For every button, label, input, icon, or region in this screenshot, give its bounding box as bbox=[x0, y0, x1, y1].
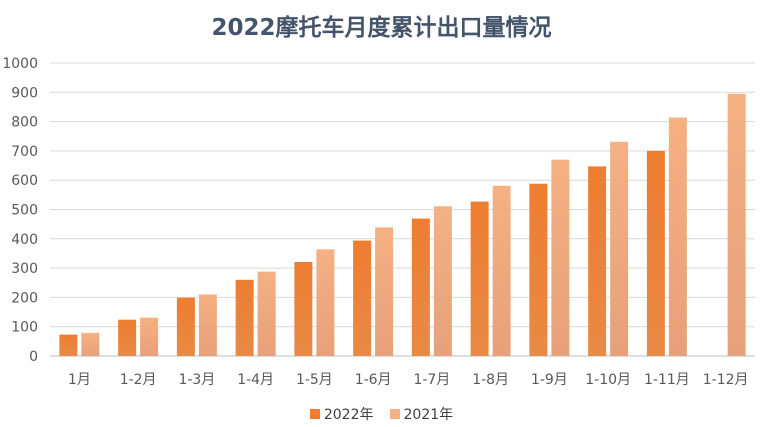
plot-area: 0 100 200 300 400 500 600 700 800 900 1000 1月 1-2月 1-… bbox=[2, 56, 755, 388]
bar-series-2022 bbox=[294, 261, 313, 356]
x-tick-label: 1-7月 bbox=[413, 372, 450, 388]
bar-series-2021 bbox=[375, 227, 394, 356]
legend-swatch bbox=[389, 409, 400, 419]
y-tick-label: 100 bbox=[11, 320, 38, 336]
bar-series-2022 bbox=[118, 319, 137, 356]
bar-series-2022 bbox=[588, 166, 607, 356]
bar-series-2021 bbox=[81, 332, 100, 356]
bar-series-2022 bbox=[470, 201, 489, 356]
y-tick-label: 800 bbox=[11, 115, 38, 131]
legend-label: 2022年 bbox=[323, 407, 374, 423]
bar-series-2022 bbox=[59, 334, 78, 356]
bar-series-2021 bbox=[140, 317, 159, 356]
x-tick-label: 1-6月 bbox=[355, 372, 392, 388]
bar-series-2021 bbox=[316, 249, 335, 356]
x-tick-label: 1月 bbox=[68, 372, 91, 388]
y-tick-label: 700 bbox=[11, 144, 38, 160]
legend-item: 2022年 bbox=[309, 404, 374, 424]
bar-series-2022 bbox=[411, 218, 430, 356]
bar-series-2021 bbox=[492, 185, 511, 356]
legend-item: 2021年 bbox=[389, 404, 454, 424]
bar-series-2022 bbox=[529, 183, 548, 356]
y-tick-label: 200 bbox=[11, 290, 38, 306]
bar-series-2022 bbox=[235, 279, 254, 356]
y-tick-label: 0 bbox=[29, 349, 38, 365]
bar-series-2021 bbox=[551, 159, 570, 356]
legend-swatch bbox=[309, 409, 320, 419]
x-tick-label: 1-4月 bbox=[237, 372, 274, 388]
bar-series-2021 bbox=[433, 206, 452, 356]
legend: 2022年 2021年 bbox=[0, 404, 763, 424]
y-tick-label: 500 bbox=[11, 203, 38, 219]
bar-series-2021 bbox=[727, 93, 746, 356]
bar-series-2022 bbox=[353, 240, 372, 356]
bar-series-2021 bbox=[610, 141, 629, 356]
y-tick-label: 400 bbox=[11, 232, 38, 248]
y-tick-label: 900 bbox=[11, 85, 38, 101]
x-tick-label: 1-9月 bbox=[531, 372, 568, 388]
bar-series-2021 bbox=[668, 117, 687, 356]
x-tick-label: 1-2月 bbox=[120, 372, 157, 388]
x-tick-label: 1-8月 bbox=[472, 372, 509, 388]
x-tick-label: 1-11月 bbox=[644, 372, 690, 388]
bar-series-2022 bbox=[176, 297, 195, 356]
bar-series-2021 bbox=[198, 294, 217, 356]
y-tick-label: 1000 bbox=[2, 56, 38, 72]
y-tick-label: 600 bbox=[11, 173, 38, 189]
y-tick-label: 300 bbox=[11, 261, 38, 277]
x-tick-label: 1-5月 bbox=[296, 372, 333, 388]
x-tick-label: 1-10月 bbox=[585, 372, 631, 388]
chart-title: 2022摩托车月度累计出口量情况 bbox=[211, 15, 552, 41]
x-tick-label: 1-12月 bbox=[703, 372, 749, 388]
x-tick-label: 1-3月 bbox=[178, 372, 215, 388]
legend-label: 2021年 bbox=[403, 407, 454, 423]
bar-series-2022 bbox=[646, 150, 665, 356]
bar-series-2021 bbox=[257, 271, 276, 356]
